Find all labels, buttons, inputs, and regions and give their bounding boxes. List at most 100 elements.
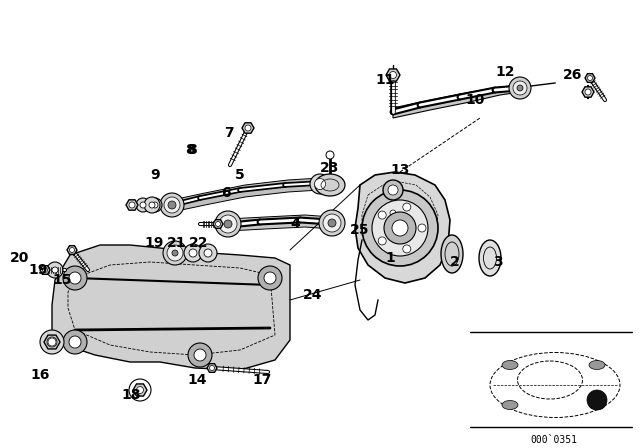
Circle shape [40, 330, 64, 354]
Circle shape [585, 89, 591, 95]
Circle shape [216, 221, 221, 227]
Text: 9: 9 [150, 168, 160, 182]
Polygon shape [585, 73, 595, 82]
Circle shape [47, 337, 57, 347]
Text: 18: 18 [121, 388, 141, 402]
Ellipse shape [479, 240, 501, 276]
Polygon shape [172, 178, 320, 212]
Polygon shape [40, 266, 50, 274]
Text: 19: 19 [28, 263, 48, 277]
Circle shape [388, 185, 398, 195]
Circle shape [418, 224, 426, 232]
Circle shape [378, 211, 386, 219]
Polygon shape [52, 245, 290, 370]
Text: 12: 12 [495, 65, 515, 79]
Polygon shape [133, 384, 147, 396]
Polygon shape [44, 335, 60, 349]
Polygon shape [228, 215, 332, 231]
Circle shape [513, 81, 527, 95]
Circle shape [167, 245, 183, 261]
Text: 8: 8 [185, 143, 195, 157]
Circle shape [199, 244, 217, 262]
Circle shape [319, 210, 345, 236]
Ellipse shape [502, 361, 518, 370]
Text: 2: 2 [450, 255, 460, 269]
Circle shape [140, 202, 146, 208]
Ellipse shape [589, 401, 605, 409]
Text: 8: 8 [187, 143, 197, 157]
Ellipse shape [589, 361, 605, 370]
Circle shape [63, 330, 87, 354]
Circle shape [328, 219, 336, 227]
Circle shape [52, 267, 58, 273]
Circle shape [215, 211, 241, 237]
Circle shape [164, 197, 180, 213]
Polygon shape [242, 123, 254, 133]
Text: 3: 3 [493, 255, 503, 269]
Circle shape [152, 202, 158, 208]
Circle shape [326, 151, 334, 159]
Circle shape [209, 366, 214, 370]
Circle shape [392, 220, 408, 236]
Text: 17: 17 [252, 373, 272, 387]
Circle shape [184, 244, 202, 262]
Polygon shape [67, 246, 77, 254]
Circle shape [403, 245, 411, 253]
Circle shape [160, 193, 184, 217]
Circle shape [172, 250, 178, 256]
Text: 1: 1 [385, 251, 395, 265]
Polygon shape [126, 200, 138, 210]
Text: 14: 14 [188, 373, 207, 387]
Circle shape [168, 201, 176, 209]
Circle shape [194, 349, 206, 361]
Text: 6: 6 [221, 186, 231, 200]
Circle shape [384, 212, 416, 244]
Circle shape [390, 72, 397, 78]
Circle shape [378, 237, 386, 245]
Circle shape [129, 202, 135, 208]
Circle shape [69, 336, 81, 348]
Circle shape [63, 266, 87, 290]
Circle shape [219, 215, 237, 233]
Circle shape [224, 220, 232, 228]
Circle shape [69, 272, 81, 284]
Circle shape [588, 76, 593, 81]
Circle shape [188, 343, 212, 367]
Circle shape [136, 387, 143, 393]
Circle shape [149, 202, 155, 208]
Circle shape [403, 203, 411, 211]
Circle shape [42, 267, 47, 272]
Circle shape [509, 77, 531, 99]
Circle shape [323, 214, 341, 232]
Circle shape [163, 241, 187, 265]
Text: 7: 7 [224, 126, 234, 140]
Text: 24: 24 [303, 288, 323, 302]
Text: 15: 15 [52, 273, 72, 287]
Circle shape [204, 249, 212, 257]
Text: 16: 16 [30, 368, 50, 382]
Circle shape [245, 125, 251, 131]
Circle shape [264, 272, 276, 284]
Circle shape [587, 390, 607, 410]
Polygon shape [386, 69, 400, 81]
Text: 25: 25 [350, 223, 370, 237]
Text: 23: 23 [320, 161, 340, 175]
Text: 5: 5 [235, 168, 245, 182]
Text: 21: 21 [167, 236, 187, 250]
Text: 20: 20 [10, 251, 29, 265]
Circle shape [144, 197, 160, 213]
Text: 4: 4 [290, 217, 300, 231]
Polygon shape [213, 220, 223, 228]
Text: 10: 10 [465, 93, 484, 107]
Text: 000`0351: 000`0351 [531, 435, 577, 445]
Circle shape [189, 249, 197, 257]
Circle shape [362, 190, 438, 266]
Text: 22: 22 [189, 236, 209, 250]
Circle shape [70, 247, 74, 253]
Circle shape [136, 198, 150, 212]
Polygon shape [355, 172, 450, 283]
Circle shape [48, 338, 56, 346]
Text: 11: 11 [375, 73, 395, 87]
Circle shape [372, 200, 428, 256]
Circle shape [390, 210, 396, 216]
